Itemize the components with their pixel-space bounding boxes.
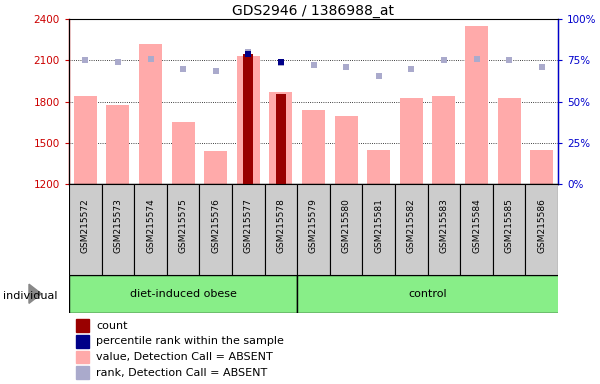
Title: GDS2946 / 1386988_at: GDS2946 / 1386988_at xyxy=(233,4,395,18)
Text: diet-induced obese: diet-induced obese xyxy=(130,289,236,299)
Bar xyxy=(199,184,232,275)
Text: GSM215585: GSM215585 xyxy=(505,198,514,253)
Bar xyxy=(76,335,89,348)
Bar xyxy=(69,184,101,275)
Text: GSM215572: GSM215572 xyxy=(81,198,90,253)
Bar xyxy=(297,275,574,313)
Text: GSM215581: GSM215581 xyxy=(374,198,383,253)
Bar xyxy=(106,104,130,184)
Bar xyxy=(265,184,297,275)
Bar xyxy=(530,150,553,184)
Text: percentile rank within the sample: percentile rank within the sample xyxy=(96,336,284,346)
Bar xyxy=(167,184,199,275)
Bar xyxy=(335,116,358,184)
Bar xyxy=(400,98,423,184)
Text: value, Detection Call = ABSENT: value, Detection Call = ABSENT xyxy=(96,352,272,362)
Bar xyxy=(465,26,488,184)
Text: GSM215579: GSM215579 xyxy=(309,198,318,253)
Bar xyxy=(497,98,521,184)
Polygon shape xyxy=(29,284,41,303)
Bar xyxy=(297,184,330,275)
Bar xyxy=(302,110,325,184)
Text: count: count xyxy=(96,321,127,331)
Bar xyxy=(172,122,194,184)
Text: GSM215577: GSM215577 xyxy=(244,198,253,253)
Bar xyxy=(269,92,292,184)
Text: GSM215574: GSM215574 xyxy=(146,198,155,253)
Bar xyxy=(76,319,89,332)
Bar xyxy=(101,184,134,275)
Bar xyxy=(232,184,265,275)
Text: GSM215578: GSM215578 xyxy=(277,198,286,253)
Text: GSM215575: GSM215575 xyxy=(179,198,188,253)
Text: rank, Detection Call = ABSENT: rank, Detection Call = ABSENT xyxy=(96,367,267,377)
Bar xyxy=(460,184,493,275)
Text: control: control xyxy=(408,289,447,299)
Bar xyxy=(237,56,260,184)
Bar xyxy=(76,351,89,363)
Bar xyxy=(74,96,97,184)
Bar xyxy=(367,150,390,184)
Text: GSM215576: GSM215576 xyxy=(211,198,220,253)
Text: GSM215580: GSM215580 xyxy=(341,198,350,253)
Bar xyxy=(76,366,89,379)
Bar xyxy=(433,96,455,184)
Text: GSM215582: GSM215582 xyxy=(407,198,416,253)
Bar xyxy=(139,44,162,184)
Bar xyxy=(276,93,286,184)
Bar xyxy=(204,151,227,184)
Bar xyxy=(395,184,428,275)
Bar xyxy=(526,184,558,275)
Bar xyxy=(428,184,460,275)
Text: GSM215584: GSM215584 xyxy=(472,198,481,253)
Bar xyxy=(243,54,253,184)
Bar xyxy=(493,184,526,275)
Bar xyxy=(134,184,167,275)
Text: GSM215586: GSM215586 xyxy=(537,198,546,253)
Text: individual: individual xyxy=(3,291,58,301)
Text: GSM215573: GSM215573 xyxy=(113,198,122,253)
Bar xyxy=(330,184,362,275)
Bar xyxy=(69,275,297,313)
Text: GSM215583: GSM215583 xyxy=(439,198,448,253)
Bar xyxy=(362,184,395,275)
